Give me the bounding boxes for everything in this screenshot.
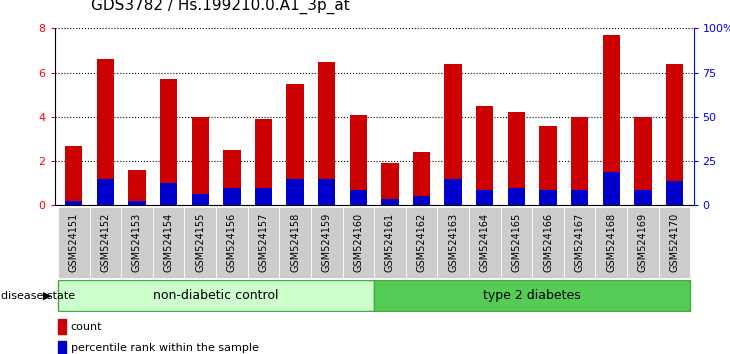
Text: GSM524158: GSM524158	[290, 213, 300, 272]
Bar	[602, 35, 620, 205]
Bar	[381, 163, 399, 205]
Text: GSM524157: GSM524157	[258, 213, 269, 272]
FancyBboxPatch shape	[311, 207, 342, 278]
Text: GSM524167: GSM524167	[575, 213, 585, 272]
Bar	[286, 179, 304, 205]
Text: percentile rank within the sample: percentile rank within the sample	[71, 343, 258, 353]
Bar	[539, 126, 557, 205]
FancyBboxPatch shape	[216, 207, 247, 278]
FancyBboxPatch shape	[185, 207, 216, 278]
Bar	[350, 115, 367, 205]
FancyBboxPatch shape	[501, 207, 532, 278]
Text: GSM524151: GSM524151	[69, 213, 79, 272]
Text: GSM524152: GSM524152	[100, 213, 110, 272]
Text: GSM524162: GSM524162	[417, 213, 426, 272]
Bar	[160, 183, 177, 205]
Bar	[128, 201, 146, 205]
FancyBboxPatch shape	[437, 207, 469, 278]
Bar	[191, 194, 209, 205]
Text: GSM524168: GSM524168	[607, 213, 616, 272]
FancyBboxPatch shape	[564, 207, 596, 278]
Bar	[65, 201, 82, 205]
Text: GDS3782 / Hs.199210.0.A1_3p_at: GDS3782 / Hs.199210.0.A1_3p_at	[91, 0, 350, 14]
FancyBboxPatch shape	[469, 207, 501, 278]
Bar	[445, 179, 462, 205]
FancyBboxPatch shape	[58, 207, 90, 278]
Text: non-diabetic control: non-diabetic control	[153, 289, 279, 302]
Text: ▶: ▶	[42, 291, 51, 301]
FancyBboxPatch shape	[406, 207, 437, 278]
FancyBboxPatch shape	[374, 207, 406, 278]
Text: GSM524155: GSM524155	[195, 213, 205, 272]
Text: GSM524159: GSM524159	[322, 213, 331, 272]
Bar	[634, 190, 652, 205]
Bar	[445, 64, 462, 205]
Bar	[508, 113, 525, 205]
Bar	[286, 84, 304, 205]
FancyBboxPatch shape	[342, 207, 374, 278]
FancyBboxPatch shape	[374, 280, 691, 311]
Bar	[571, 190, 588, 205]
Bar	[255, 188, 272, 205]
Bar	[318, 62, 335, 205]
Text: GSM524160: GSM524160	[353, 213, 364, 272]
Bar	[58, 319, 66, 334]
Text: GSM524164: GSM524164	[480, 213, 490, 272]
Bar	[413, 152, 430, 205]
Text: GSM524170: GSM524170	[669, 213, 680, 272]
Bar	[508, 188, 525, 205]
Bar	[539, 190, 557, 205]
Text: GSM524163: GSM524163	[448, 213, 458, 272]
Bar	[381, 199, 399, 205]
Text: count: count	[71, 322, 102, 332]
Bar	[58, 341, 66, 354]
Bar	[666, 64, 683, 205]
Bar	[96, 179, 114, 205]
Bar	[602, 172, 620, 205]
FancyBboxPatch shape	[58, 280, 374, 311]
Text: GSM524153: GSM524153	[132, 213, 142, 272]
Text: GSM524161: GSM524161	[385, 213, 395, 272]
Text: GSM524156: GSM524156	[227, 213, 237, 272]
Bar	[476, 190, 493, 205]
Bar	[191, 117, 209, 205]
Text: type 2 diabetes: type 2 diabetes	[483, 289, 581, 302]
Text: GSM524165: GSM524165	[512, 213, 521, 272]
FancyBboxPatch shape	[532, 207, 564, 278]
FancyBboxPatch shape	[280, 207, 311, 278]
Bar	[160, 79, 177, 205]
Text: GSM524166: GSM524166	[543, 213, 553, 272]
Bar	[128, 170, 146, 205]
FancyBboxPatch shape	[247, 207, 280, 278]
Bar	[223, 188, 240, 205]
Bar	[65, 145, 82, 205]
Bar	[318, 179, 335, 205]
FancyBboxPatch shape	[90, 207, 121, 278]
Bar	[571, 117, 588, 205]
Text: disease state: disease state	[1, 291, 76, 301]
Bar	[96, 59, 114, 205]
Bar	[634, 117, 652, 205]
Text: GSM524169: GSM524169	[638, 213, 648, 272]
Bar	[223, 150, 240, 205]
Bar	[666, 181, 683, 205]
FancyBboxPatch shape	[596, 207, 627, 278]
FancyBboxPatch shape	[658, 207, 691, 278]
Text: GSM524154: GSM524154	[164, 213, 174, 272]
FancyBboxPatch shape	[153, 207, 185, 278]
Bar	[413, 196, 430, 205]
FancyBboxPatch shape	[627, 207, 658, 278]
Bar	[255, 119, 272, 205]
Bar	[350, 190, 367, 205]
Bar	[476, 106, 493, 205]
FancyBboxPatch shape	[121, 207, 153, 278]
